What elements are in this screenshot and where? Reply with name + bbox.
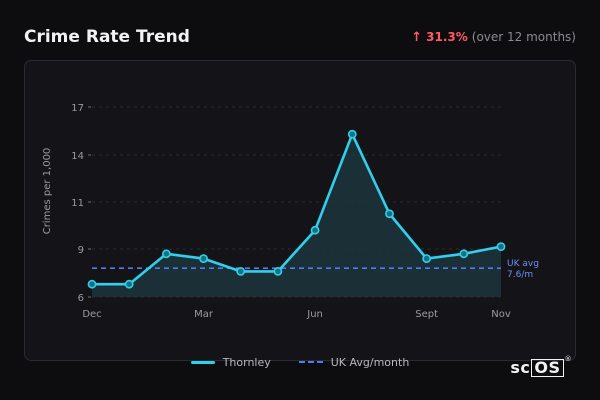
series-line-thornley — [92, 132, 502, 286]
series-area-thornley — [92, 134, 501, 297]
brand-logo: sc OS ® — [510, 354, 572, 378]
benchmark-value-label: 7.6/m — [507, 270, 533, 280]
brand-prefix: sc — [510, 358, 531, 377]
data-point — [496, 242, 506, 252]
data-point — [124, 279, 134, 289]
legend-swatch-dashed — [298, 361, 323, 363]
legend-label-uk-avg: UK Avg/month — [330, 355, 410, 369]
y-tick-label: 14 — [71, 151, 84, 162]
x-tick-label: Nov — [491, 309, 511, 320]
data-point — [273, 266, 283, 276]
change-indicator: ↑ 31.3% (over 12 months) — [411, 30, 576, 45]
line-chart: 6 9 11 14 17 Crimes per 1,000 Dec Mar Jun Sept Nov… — [42, 103, 539, 320]
y-tick-label: 17 — [71, 103, 84, 114]
x-tick-label: Sept — [415, 309, 438, 320]
chart-header: Crime Rate Trend ↑ 31.3% (over 12 months… — [24, 24, 576, 50]
chart-legend: Thornley UK Avg/month — [0, 352, 600, 372]
y-tick-label: 11 — [71, 198, 84, 209]
change-percent: 31.3% — [426, 30, 468, 44]
y-tick-label: 9 — [78, 245, 84, 256]
data-point — [161, 249, 171, 259]
change-period: (over 12 months) — [471, 30, 576, 44]
page-title: Crime Rate Trend — [24, 27, 190, 47]
data-point — [199, 254, 208, 263]
data-point — [310, 225, 320, 235]
legend-label-thornley: Thornley — [222, 355, 271, 369]
data-point — [236, 266, 246, 276]
y-tick-label: 6 — [78, 293, 84, 304]
legend-item-thornley[interactable]: Thornley — [190, 355, 271, 369]
chart-panel: 6 9 11 14 17 Crimes per 1,000 Dec Mar Jun Sept Nov… — [24, 60, 576, 361]
data-point — [385, 209, 394, 219]
data-point — [422, 254, 432, 263]
brand-boxed: OS — [531, 358, 564, 377]
legend-item-uk-avg[interactable]: UK Avg/month — [298, 355, 410, 369]
data-point — [347, 129, 357, 139]
x-tick-label: Dec — [82, 309, 101, 320]
data-point — [87, 279, 97, 289]
benchmark-label: UK avg — [507, 259, 539, 269]
x-tick-label: Jun — [306, 309, 323, 320]
x-tick-label: Mar — [194, 309, 214, 320]
y-axis-label: Crimes per 1,000 — [42, 148, 53, 235]
data-point — [459, 249, 469, 259]
up-arrow-icon: ↑ — [411, 29, 423, 45]
legend-swatch-solid — [190, 360, 215, 364]
registered-mark: ® — [564, 354, 572, 363]
